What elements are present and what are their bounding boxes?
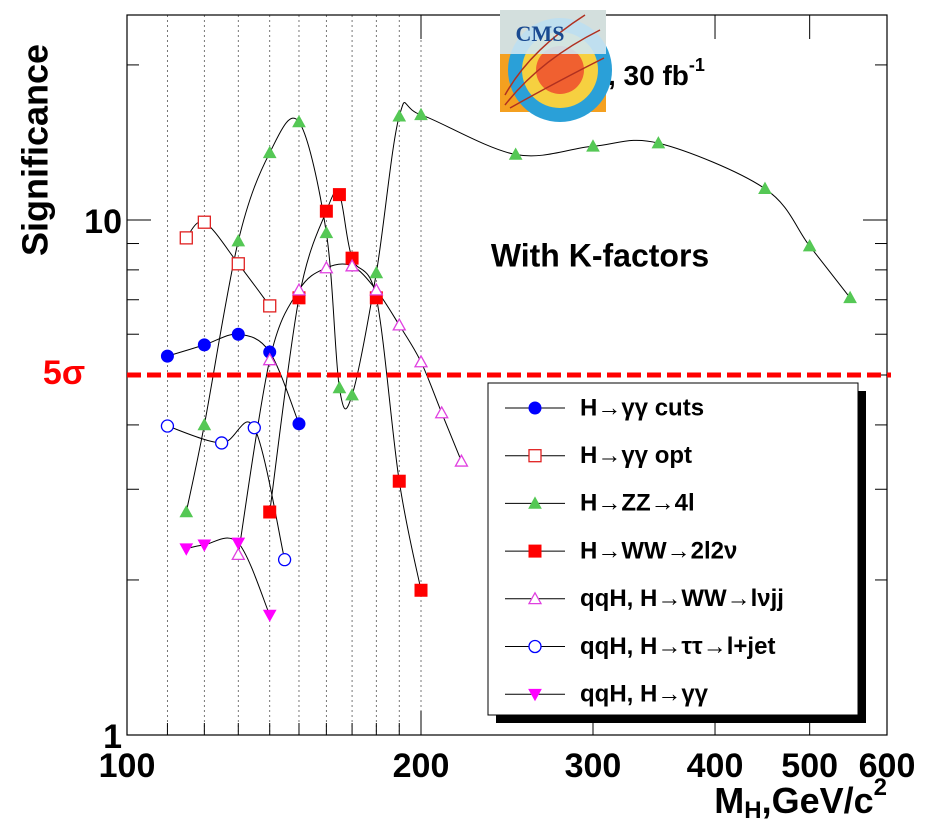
marker [529, 641, 541, 653]
chart: Significance MH,GeV/c2 With K-factors , … [0, 0, 926, 840]
marker [264, 300, 276, 312]
marker [248, 422, 260, 434]
lumi-text: , 30 fb [608, 60, 689, 91]
marker [161, 420, 173, 432]
y-axis-label: Significance [15, 44, 56, 256]
marker [232, 258, 244, 270]
marker [264, 506, 276, 518]
marker [180, 232, 192, 244]
marker [232, 328, 244, 340]
marker [320, 205, 332, 217]
x-tick-label: 400 [687, 747, 744, 785]
legend-label: H→γγ cuts [580, 394, 704, 421]
y-tick-label: 10 [84, 203, 122, 241]
marker [529, 545, 541, 557]
x-label-main: M [714, 780, 744, 821]
legend-label: qqH, H→WW→lνjj [580, 585, 784, 612]
cms-logo: CMS [500, 10, 612, 122]
legend-label: H→γγ opt [580, 442, 692, 469]
x-label-rest: ,GeV/c [762, 780, 874, 821]
legend: H→γγ cuts H→γγ opt H→ZZ→4l H→WW→2l2ν qqH, H→… [488, 383, 866, 723]
marker [161, 350, 173, 362]
legend-label: qqH, H→γγ [580, 681, 709, 708]
marker [393, 475, 405, 487]
marker [529, 450, 541, 462]
x-label-sub: H [744, 797, 761, 824]
x-tick-label: 300 [565, 747, 622, 785]
legend-label: H→WW→2l2ν [580, 537, 737, 564]
marker [198, 339, 210, 351]
marker [333, 189, 345, 201]
x-tick-label: 200 [393, 747, 450, 785]
marker [415, 584, 427, 596]
legend-label: H→ZZ→4l [580, 490, 695, 517]
marker [279, 554, 291, 566]
marker [293, 418, 305, 430]
y-tick-label: 1 [103, 718, 122, 756]
threshold-label: 5σ [43, 354, 85, 392]
lumi-sup: -1 [689, 55, 705, 75]
marker [216, 437, 228, 449]
legend-label: qqH, H→ττ→l+jet [580, 633, 775, 660]
marker [198, 216, 210, 228]
annotation: With K-factors [491, 237, 709, 273]
logo-text: CMS [516, 21, 565, 46]
marker [529, 402, 541, 414]
x-tick-label: 500 [781, 747, 838, 785]
x-tick-label: 600 [859, 747, 916, 785]
